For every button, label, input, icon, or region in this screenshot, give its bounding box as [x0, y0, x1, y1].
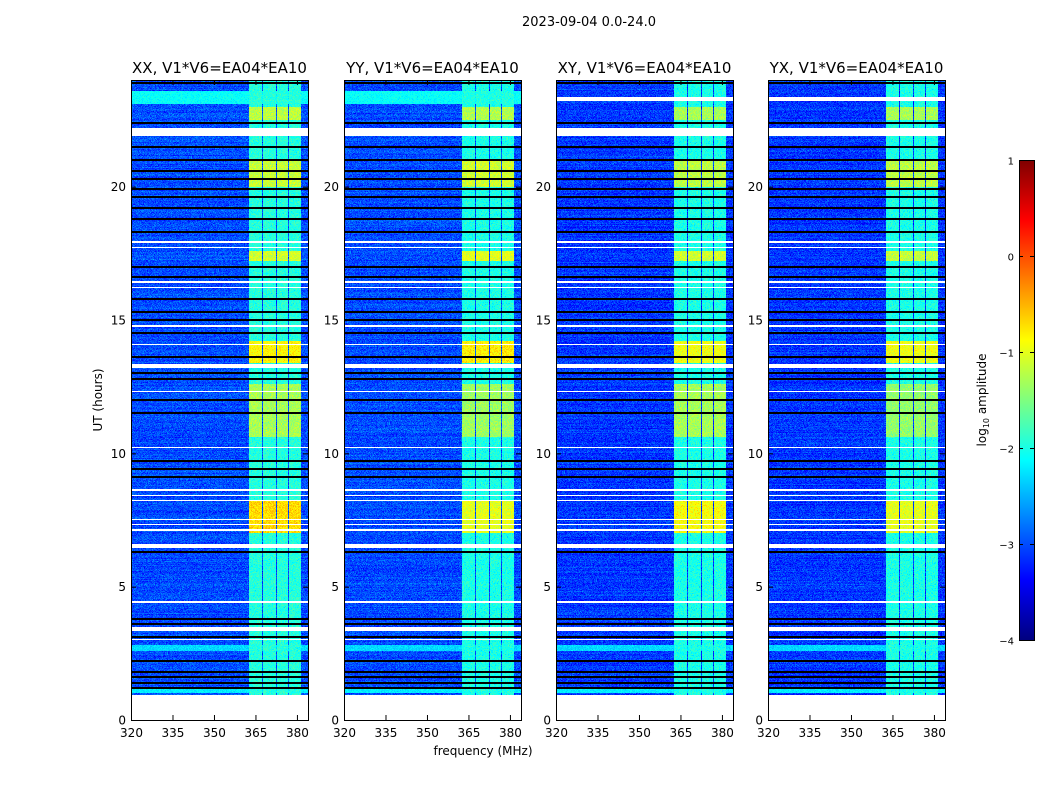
- x-tick-label: 350: [203, 726, 226, 740]
- y-tick-label: 10: [111, 447, 126, 461]
- axes-frame-xy: [556, 80, 734, 721]
- y-tick-label: 10: [536, 447, 551, 461]
- x-tick-label: 335: [162, 726, 185, 740]
- x-tick-label: 320: [120, 726, 143, 740]
- x-tick-label: 380: [711, 726, 734, 740]
- y-tick-label: 15: [324, 314, 339, 328]
- y-tick-label: 5: [543, 580, 551, 594]
- y-tick-label: 5: [118, 580, 126, 594]
- y-tick-label: 15: [536, 314, 551, 328]
- x-tick-label: 380: [286, 726, 309, 740]
- x-tick-label: 350: [416, 726, 439, 740]
- x-tick-label: 365: [458, 726, 481, 740]
- panel-title-yy: YY, V1*V6=EA04*EA10: [345, 59, 519, 77]
- heatmap-xy: [556, 80, 733, 720]
- panel-title-xx: XX, V1*V6=EA04*EA10: [132, 59, 307, 77]
- x-tick-label: 380: [499, 726, 522, 740]
- x-tick-label: 320: [545, 726, 568, 740]
- x-tick-label: 350: [840, 726, 863, 740]
- heatmap-yy: [344, 80, 521, 720]
- colorbar-label-rest: amplitude: [975, 354, 989, 418]
- axes-frame-xx: [131, 80, 309, 721]
- y-tick-label: 10: [748, 447, 763, 461]
- x-tick-label: 335: [799, 726, 822, 740]
- y-tick-label: 15: [111, 314, 126, 328]
- y-tick-label: 20: [748, 180, 763, 194]
- x-tick-label: 365: [670, 726, 693, 740]
- x-tick-label: 335: [587, 726, 610, 740]
- axes-frame-yy: [344, 80, 522, 721]
- y-tick-label: 10: [324, 447, 339, 461]
- axes-frame-yx: [768, 80, 946, 721]
- y-tick-label: 0: [543, 714, 551, 728]
- y-axis-label: UT (hours): [91, 368, 105, 431]
- y-tick-label: 20: [324, 180, 339, 194]
- y-tick-label: 20: [111, 180, 126, 194]
- colorbar-tick-label: −3: [999, 541, 1014, 552]
- x-tick-label: 320: [333, 726, 356, 740]
- colorbar-tick-label: −2: [999, 445, 1014, 456]
- x-tick-label: 365: [882, 726, 905, 740]
- panel-title-xy: XY, V1*V6=EA04*EA10: [558, 59, 732, 77]
- panel-title-yx: YX, V1*V6=EA04*EA10: [769, 59, 944, 77]
- colorbar-frame: [1019, 160, 1035, 641]
- colorbar-label: log10 amplitude: [975, 354, 991, 447]
- x-tick-label: 335: [375, 726, 398, 740]
- y-tick-label: 0: [331, 714, 339, 728]
- colorbar: [1019, 160, 1034, 640]
- y-tick-label: 0: [755, 714, 763, 728]
- y-tick-label: 5: [331, 580, 339, 594]
- heatmap-xx: [131, 80, 308, 720]
- heatmap-yx: [768, 80, 945, 720]
- colorbar-tick-label: 0: [1008, 253, 1014, 264]
- colorbar-tick-label: −1: [999, 349, 1014, 360]
- colorbar-tick-label: 1: [1008, 157, 1014, 168]
- x-tick-label: 365: [245, 726, 268, 740]
- colorbar-label-log: log: [975, 428, 989, 446]
- x-tick-label: 320: [757, 726, 780, 740]
- y-tick-label: 5: [755, 580, 763, 594]
- y-tick-label: 0: [118, 714, 126, 728]
- y-tick-label: 15: [748, 314, 763, 328]
- y-tick-label: 20: [536, 180, 551, 194]
- x-axis-label: frequency (MHz): [433, 744, 532, 758]
- figure-title: 2023-09-04 0.0-24.0: [522, 15, 656, 30]
- x-tick-label: 350: [628, 726, 651, 740]
- colorbar-label-sub: 10: [982, 418, 991, 428]
- colorbar-tick-label: −4: [999, 637, 1014, 648]
- x-tick-label: 380: [923, 726, 946, 740]
